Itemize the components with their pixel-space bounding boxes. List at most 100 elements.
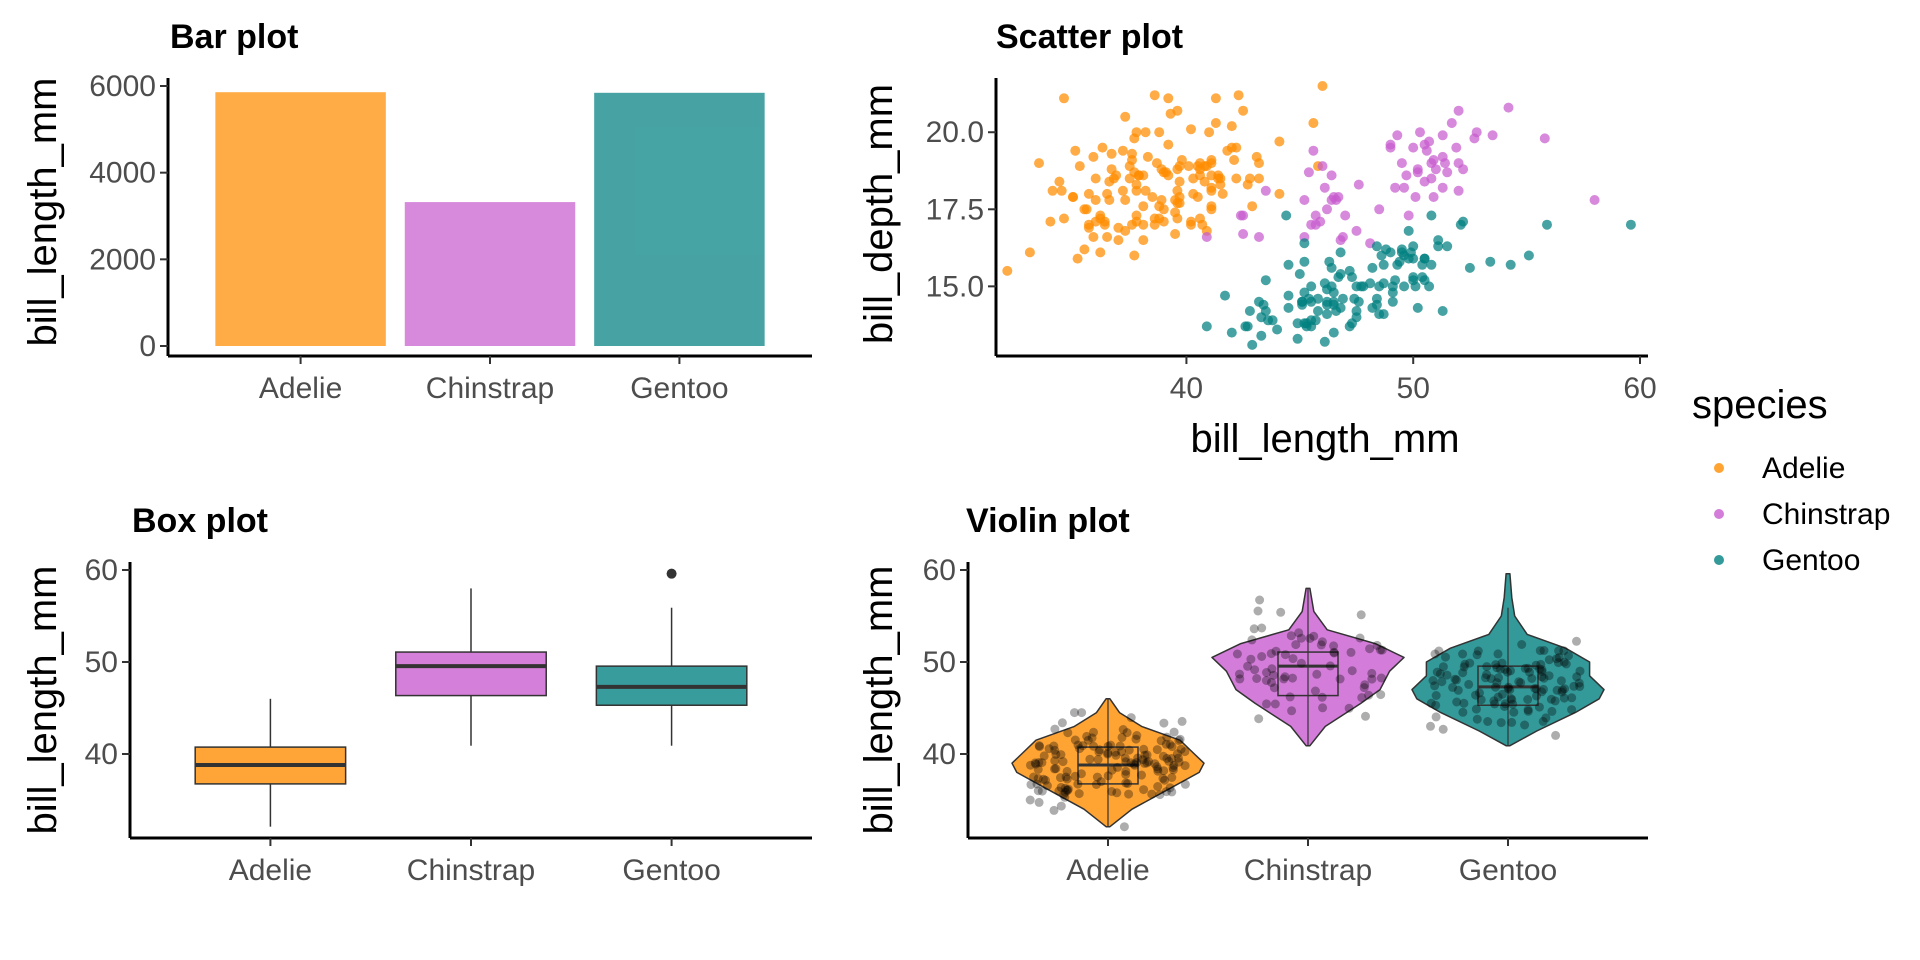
scatter-point-adelie xyxy=(1195,158,1205,169)
violin-jitter-point-gentoo xyxy=(1483,717,1493,726)
violin-jitter-point-gentoo xyxy=(1575,666,1585,676)
scatter-plot-xlabel: bill_length_mm xyxy=(1190,417,1459,461)
violin-jitter-point-adelie xyxy=(1129,759,1139,769)
violin-jitter-point-adelie xyxy=(1161,787,1171,797)
violin-jitter-point-chinstrap xyxy=(1270,699,1280,709)
scatter-point-adelie xyxy=(1120,225,1131,236)
violin-jitter-point-adelie xyxy=(1142,750,1152,760)
violin-jitter-point-gentoo xyxy=(1534,702,1544,712)
violin-jitter-point-adelie xyxy=(1126,713,1136,723)
violin-jitter-point-adelie xyxy=(1073,779,1083,789)
scatter-point-chinstrap xyxy=(1453,105,1464,116)
scatter-point-adelie xyxy=(1142,151,1153,162)
scatter-point-adelie xyxy=(1199,176,1210,187)
scatter-point-gentoo xyxy=(1396,247,1407,258)
scatter-point-adelie xyxy=(1129,133,1140,144)
scatter-point-chinstrap xyxy=(1403,210,1414,221)
scatter-point-adelie xyxy=(1102,232,1113,242)
violin-plot-ylabel: bill_length_mm xyxy=(857,565,901,834)
scatter-point-chinstrap xyxy=(1442,167,1453,178)
violin-jitter-point-gentoo xyxy=(1560,684,1570,694)
violin-jitter-point-gentoo xyxy=(1523,695,1533,704)
scatter-point-gentoo xyxy=(1344,321,1355,332)
violin-jitter-point-gentoo xyxy=(1452,675,1461,685)
violin-jitter-point-adelie xyxy=(1155,790,1165,800)
violin-jitter-point-gentoo xyxy=(1493,692,1503,702)
violin-jitter-point-gentoo xyxy=(1567,693,1577,703)
scatter-point-chinstrap xyxy=(1392,130,1403,141)
violin-jitter-point-gentoo xyxy=(1530,684,1540,693)
violin-jitter-point-adelie xyxy=(1158,751,1168,761)
scatter-point-adelie xyxy=(1183,161,1194,172)
scatter-point-chinstrap xyxy=(1503,102,1514,113)
scatter-point-gentoo xyxy=(1326,281,1337,292)
violin-jitter-point-adelie xyxy=(1078,741,1088,751)
violin-jitter-point-adelie xyxy=(1111,750,1121,760)
scatter-point-adelie xyxy=(1206,204,1217,215)
violin-jitter-point-adelie xyxy=(1107,787,1117,796)
violin-jitter-point-gentoo xyxy=(1506,694,1516,703)
scatter-point-adelie xyxy=(1024,247,1035,258)
violin-jitter-point-gentoo xyxy=(1525,667,1534,677)
violin-jitter-point-adelie xyxy=(1150,759,1160,769)
scatter-point-gentoo xyxy=(1326,262,1337,273)
scatter-point-gentoo xyxy=(1297,299,1308,310)
violin-jitter-point-adelie xyxy=(1051,749,1061,759)
violin-jitter-point-chinstrap xyxy=(1312,669,1322,679)
violin-jitter-point-chinstrap xyxy=(1360,680,1370,690)
violin-jitter-point-adelie xyxy=(1120,753,1130,763)
violin-jitter-point-gentoo xyxy=(1572,672,1582,682)
violin-jitter-point-gentoo xyxy=(1500,702,1509,711)
violin-jitter-point-adelie xyxy=(1031,759,1041,769)
scatter-point-chinstrap xyxy=(1310,210,1321,221)
violin-jitter-point-adelie xyxy=(1165,740,1175,749)
violin-plot-marks xyxy=(1011,572,1605,832)
scatter-point-gentoo xyxy=(1256,312,1267,323)
violin-jitter-point-adelie xyxy=(1042,781,1052,791)
scatter-point-adelie xyxy=(1131,185,1142,196)
violin-jitter-point-gentoo xyxy=(1553,658,1563,668)
violin-y-tick-label: 50 xyxy=(923,646,956,679)
violin-jitter-point-chinstrap xyxy=(1347,666,1357,676)
violin-jitter-point-gentoo xyxy=(1495,664,1505,674)
violin-jitter-point-adelie xyxy=(1177,716,1187,726)
scatter-point-chinstrap xyxy=(1254,232,1264,242)
violin-jitter-point-adelie xyxy=(1058,757,1068,767)
scatter-point-adelie xyxy=(1186,216,1196,227)
scatter-point-adelie xyxy=(1072,253,1083,264)
violin-jitter-point-adelie xyxy=(1130,760,1140,770)
violin-jitter-point-adelie xyxy=(1026,780,1036,790)
violin-jitter-point-adelie xyxy=(1137,770,1146,780)
violin-jitter-point-chinstrap xyxy=(1287,706,1297,716)
violin-jitter-point-gentoo xyxy=(1558,685,1567,695)
scatter-point-chinstrap xyxy=(1426,173,1437,184)
violin-jitter-point-adelie xyxy=(1117,732,1127,742)
scatter-point-gentoo xyxy=(1283,259,1294,270)
violin-jitter-point-chinstrap xyxy=(1344,703,1354,713)
violin-jitter-point-gentoo xyxy=(1552,685,1562,695)
violin-jitter-point-gentoo xyxy=(1434,646,1444,656)
violin-jitter-point-adelie xyxy=(1121,770,1131,779)
violin-jitter-point-gentoo xyxy=(1556,676,1566,686)
bar-x-tick-label: Gentoo xyxy=(630,372,728,405)
violin-plot-axes: 40 50 60 Adelie Chinstrap Gentoo xyxy=(923,554,1648,887)
violin-jitter-point-gentoo xyxy=(1458,649,1468,659)
violin-jitter-point-adelie xyxy=(1121,766,1131,776)
violin-jitter-point-adelie xyxy=(1050,756,1060,766)
violin-jitter-point-chinstrap xyxy=(1269,670,1278,680)
violin-jitter-point-gentoo xyxy=(1450,674,1460,684)
scatter-point-chinstrap xyxy=(1539,133,1550,144)
violin-jitter-point-chinstrap xyxy=(1317,637,1327,647)
bar-plot-panel: Bar plot bill_length_mm 0 2000 4000 6000 Ade… xyxy=(21,18,812,405)
scatter-point-gentoo xyxy=(1267,315,1278,326)
violin-jitter-point-chinstrap xyxy=(1329,641,1339,651)
violin-jitter-point-gentoo xyxy=(1574,678,1584,688)
scatter-y-tick-label: 17.5 xyxy=(926,193,984,226)
violin-jitter-point-adelie xyxy=(1112,762,1122,772)
scatter-point-adelie xyxy=(1088,151,1099,162)
violin-jitter-point-chinstrap xyxy=(1288,673,1297,683)
violin-jitter-point-adelie xyxy=(1049,805,1059,815)
scatter-x-tick-label: 60 xyxy=(1623,372,1656,405)
violin-jitter-point-gentoo xyxy=(1435,669,1445,679)
violin-jitter-point-gentoo xyxy=(1498,689,1507,699)
